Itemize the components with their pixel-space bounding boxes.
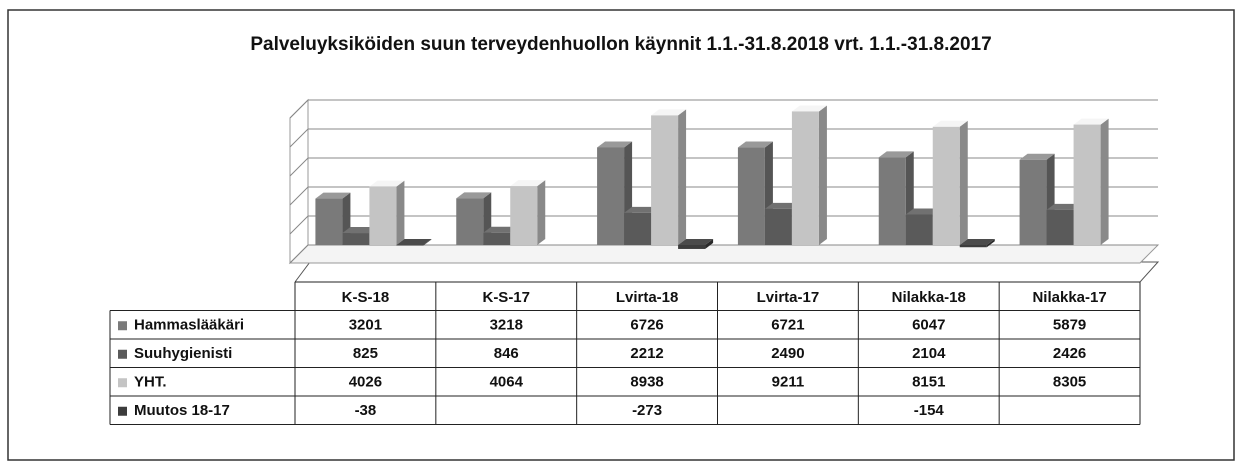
- table-cell: -38: [355, 402, 377, 419]
- table-cell: 6726: [630, 317, 663, 334]
- table-cell: 6721: [771, 317, 804, 334]
- table-cell: 8151: [912, 374, 945, 391]
- table-cell: 8938: [630, 374, 663, 391]
- bar-top: [791, 105, 827, 112]
- bar-side: [537, 180, 546, 245]
- bar-top: [905, 208, 941, 215]
- grid-line: [289, 186, 1158, 206]
- table-cell: 3218: [490, 317, 523, 334]
- bar-top: [510, 180, 546, 187]
- bar: [651, 115, 679, 245]
- table-cell: 5879: [1053, 317, 1086, 334]
- bar: [315, 198, 343, 245]
- bar-side: [818, 105, 827, 246]
- bar-top: [315, 192, 351, 199]
- bar-top: [1019, 153, 1055, 160]
- bar-top: [483, 226, 519, 233]
- bar-top: [1073, 118, 1109, 125]
- grid-line: [289, 215, 1158, 235]
- row-header: Suuhygienisti: [134, 345, 232, 362]
- table-cell: 2426: [1053, 345, 1086, 362]
- bar: [1073, 124, 1101, 245]
- bar: [597, 147, 625, 245]
- bar: [764, 208, 792, 245]
- bar-top: [369, 180, 405, 187]
- column-header: Nilakka-18: [892, 289, 966, 306]
- bar-top: [1046, 203, 1082, 210]
- bar-side: [396, 180, 405, 245]
- bar-top: [737, 141, 773, 148]
- bar-top: [878, 151, 914, 158]
- table-cell: 4026: [349, 374, 382, 391]
- column-header: Lvirta-17: [757, 289, 820, 306]
- bar-top: [597, 141, 633, 148]
- row-header: Hammaslääkäri: [134, 317, 244, 334]
- side-wall: [289, 98, 309, 265]
- table-cell: 2104: [912, 345, 946, 362]
- bar-side: [986, 239, 995, 248]
- bar: [878, 157, 906, 245]
- bar: [1019, 159, 1047, 245]
- table-cell: 3201: [349, 317, 382, 334]
- bar: [737, 147, 765, 245]
- bar-top: [396, 239, 432, 245]
- column-header: Lvirta-18: [616, 289, 679, 306]
- bar-side: [705, 239, 714, 249]
- bar: [483, 232, 511, 245]
- bar: [791, 111, 819, 246]
- table-cell: 6047: [912, 317, 945, 334]
- table-cell: -273: [632, 402, 662, 419]
- grid-line: [289, 128, 1158, 148]
- bar: [510, 186, 538, 245]
- bar-top: [342, 227, 378, 234]
- legend-swatch: [118, 349, 127, 359]
- legend-swatch: [118, 378, 127, 388]
- bar-top: [764, 202, 800, 209]
- table-cell: 825: [353, 345, 378, 362]
- table-cell: 4064: [490, 374, 524, 391]
- bar-top: [959, 239, 995, 245]
- bar-side: [678, 109, 687, 245]
- row-header: YHT.: [134, 374, 167, 391]
- legend-swatch: [118, 406, 127, 416]
- bar-top: [624, 206, 660, 213]
- grid-line: [289, 157, 1158, 177]
- bar-top: [678, 239, 714, 245]
- column-header: K-S-18: [342, 289, 390, 306]
- legend-swatch: [118, 321, 127, 331]
- grid-line: [289, 99, 1158, 119]
- bar: [342, 233, 370, 245]
- bar-side: [959, 120, 968, 245]
- floor: [288, 244, 1160, 264]
- bar: [678, 245, 706, 249]
- data-table: K-S-18 K-S-17 Lvirta-18 Lvirta-17 Nilakka-18…: [109, 261, 1160, 425]
- column-header: K-S-17: [482, 289, 530, 306]
- table-cell: 9211: [772, 374, 805, 391]
- bar-top: [932, 120, 968, 127]
- bar: [905, 214, 933, 245]
- table-cell: 8305: [1053, 374, 1086, 391]
- row-header: Muutos 18-17: [134, 402, 230, 419]
- bar: [456, 198, 484, 245]
- bar: [959, 245, 987, 248]
- table-cell: 846: [494, 345, 519, 362]
- bar: [396, 245, 424, 246]
- table-cell: 2212: [630, 345, 663, 362]
- bar: [624, 212, 652, 245]
- bar-top: [651, 109, 687, 116]
- chart-title: Palveluyksiköiden suun terveydenhuollon …: [250, 34, 991, 55]
- column-header: Nilakka-17: [1032, 289, 1106, 306]
- bar-side: [423, 239, 432, 246]
- grid-line: [289, 244, 1158, 264]
- bar-side: [1100, 118, 1109, 245]
- table-cell: 2490: [771, 345, 804, 362]
- bar-top: [456, 192, 492, 199]
- bar: [369, 186, 397, 245]
- bar: [932, 126, 960, 245]
- bar: [1046, 209, 1074, 245]
- table-cell: -154: [914, 402, 945, 419]
